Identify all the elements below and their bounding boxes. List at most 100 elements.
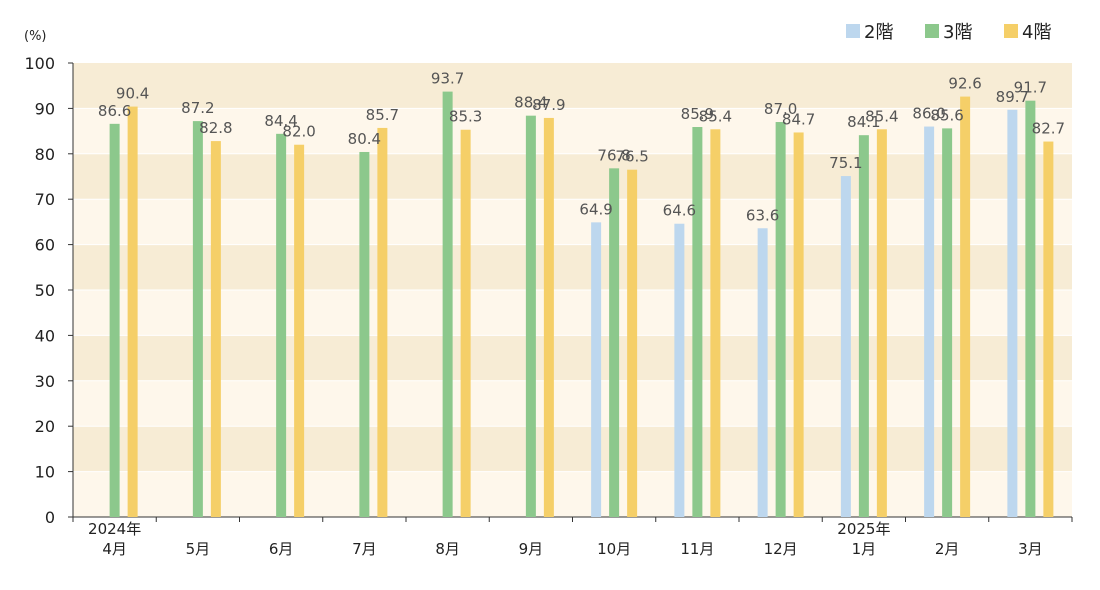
x-tick-label: 3月: [1018, 540, 1043, 558]
x-tick-label: 9月: [519, 540, 544, 558]
background-band: [73, 108, 1072, 154]
data-label: 84.4: [264, 112, 297, 130]
background-band: [73, 426, 1072, 472]
x-tick-label: 5月: [186, 540, 211, 558]
data-label: 91.7: [1014, 79, 1047, 97]
data-label: 84.7: [782, 110, 815, 128]
legend-label: 3階: [943, 22, 972, 43]
legend-swatch-2階: [846, 24, 860, 38]
y-tick-label: 70: [35, 190, 55, 209]
bar-4階: [377, 127, 388, 517]
y-tick-label: 100: [24, 54, 55, 73]
bar-2階: [591, 222, 602, 517]
y-tick-label: 20: [35, 417, 55, 436]
bar-4階: [793, 132, 804, 517]
data-label: 87.2: [181, 99, 214, 117]
data-label: 82.7: [1032, 120, 1065, 138]
background-band: [73, 380, 1072, 427]
x-tick-label: 12月: [764, 540, 798, 558]
legend-swatch-3階: [925, 24, 939, 38]
data-label: 63.6: [746, 206, 779, 224]
data-label: 80.4: [348, 130, 381, 148]
bar-3階: [609, 168, 620, 517]
y-tick-label: 80: [35, 145, 55, 164]
bar-4階: [460, 129, 471, 517]
x-tick-label: 6月: [269, 540, 294, 558]
bar-4階: [627, 169, 638, 517]
legend-label: 2階: [864, 22, 893, 43]
data-label: 89.7: [996, 88, 1029, 106]
bar-4階: [294, 144, 305, 517]
bar-3階: [109, 123, 120, 517]
data-label: 64.6: [663, 202, 696, 220]
bar-3階: [276, 133, 287, 517]
bar-4階: [127, 106, 138, 518]
background-band: [73, 290, 1072, 336]
background-band: [73, 63, 1072, 109]
bar-3階: [192, 121, 203, 517]
background-band: [73, 244, 1072, 290]
data-label: 76.8: [597, 146, 630, 164]
y-axis-unit-label: (%): [24, 29, 47, 44]
data-label: 82.0: [282, 123, 315, 141]
bar-3階: [942, 128, 953, 517]
x-tick-label-year: 2024年: [88, 520, 141, 538]
x-tick-label-year: 2025年: [837, 520, 890, 538]
data-label: 75.1: [829, 154, 862, 172]
data-label: 86.6: [98, 102, 131, 120]
y-tick-label: 0: [45, 508, 55, 527]
bar-3階: [1025, 100, 1036, 517]
data-label: 64.9: [579, 200, 612, 218]
bar-4階: [543, 117, 554, 518]
data-label: 93.7: [431, 70, 464, 88]
data-label: 85.7: [366, 106, 399, 124]
legend-label: 4階: [1022, 22, 1051, 43]
background-band: [73, 199, 1072, 245]
data-label: 87.9: [532, 96, 565, 114]
data-label: 85.6: [930, 106, 963, 124]
x-tick-label: 7月: [352, 540, 377, 558]
y-tick-label: 10: [35, 463, 55, 482]
legend-swatch-4階: [1004, 24, 1018, 38]
x-tick-label: 4月: [102, 540, 127, 558]
data-label: 85.9: [681, 105, 714, 123]
data-label: 85.3: [449, 108, 482, 126]
bar-3階: [359, 151, 370, 517]
bar-3階: [775, 122, 786, 518]
y-tick-label: 90: [35, 99, 55, 118]
x-tick-label: 1月: [852, 540, 877, 558]
bar-2階: [757, 228, 768, 518]
data-label: 84.1: [847, 113, 880, 131]
bar-3階: [858, 135, 869, 517]
y-tick-label: 50: [35, 281, 55, 300]
y-tick-label: 60: [35, 236, 55, 255]
y-tick-label: 40: [35, 326, 55, 345]
background-band: [73, 153, 1072, 200]
data-label: 76.5: [615, 148, 648, 166]
bar-2階: [840, 176, 851, 517]
x-tick-label: 10月: [597, 540, 631, 558]
data-label: 88.4: [514, 94, 547, 112]
background-band: [73, 471, 1072, 517]
data-label: 90.4: [116, 85, 149, 103]
data-label: 92.6: [948, 75, 981, 93]
bar-3階: [525, 115, 536, 517]
bar-3階: [692, 127, 703, 517]
data-label: 85.4: [865, 107, 898, 125]
data-label: 82.8: [199, 119, 232, 137]
x-tick-label: 2月: [935, 540, 960, 558]
x-tick-label: 8月: [435, 540, 460, 558]
bar-4階: [876, 129, 887, 517]
background-band: [73, 335, 1072, 381]
bar-2階: [924, 126, 935, 517]
data-label: 87.0: [764, 100, 797, 118]
data-label: 86.0: [912, 105, 945, 123]
bar-4階: [210, 141, 221, 517]
bar-4階: [960, 96, 971, 517]
y-tick-label: 30: [35, 372, 55, 391]
bar-4階: [1043, 141, 1054, 518]
data-label: 85.4: [699, 107, 732, 125]
bar-4階: [710, 129, 721, 517]
